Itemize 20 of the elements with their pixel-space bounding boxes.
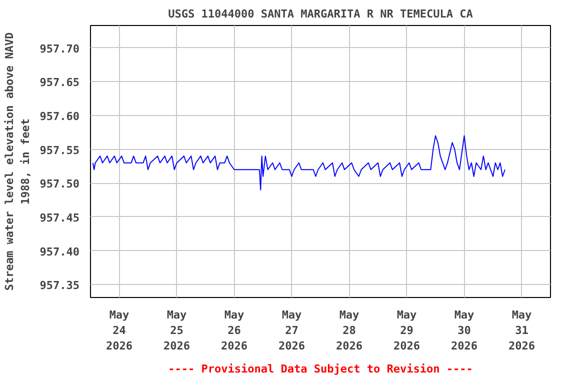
line-series bbox=[92, 135, 506, 190]
x-tick-label: May 28 2026 bbox=[336, 308, 363, 353]
y-tick-label: 957.55 bbox=[40, 144, 80, 157]
y-tick-label: 957.45 bbox=[40, 211, 80, 224]
text: ---- Provisional Data Subject to Revision ---- bbox=[168, 362, 473, 376]
y-tick-label: 957.65 bbox=[40, 76, 80, 90]
y-tick-label: 957.40 bbox=[40, 245, 80, 258]
x-tick-label: May 29 2026 bbox=[394, 308, 420, 353]
y-tick-label: 957.70 bbox=[40, 42, 80, 56]
x-tick-label: May 25 2026 bbox=[164, 308, 190, 353]
x-tick-label: May 24 2026 bbox=[106, 308, 133, 353]
x-tick-label: May 31 2026 bbox=[508, 308, 536, 353]
x-tick-label: May 30 2026 bbox=[451, 308, 478, 353]
x-tick-label: May 26 2026 bbox=[221, 308, 248, 353]
y-tick-label: 957.35 bbox=[40, 279, 80, 292]
y-axis-title: Stream water level elevation above NAVD 1988, in feet bbox=[3, 32, 32, 291]
chart-title: USGS 11044000 SANTA MARGARITA R NR TEMECULA CA bbox=[168, 8, 474, 20]
y-tick-label: 957.60 bbox=[40, 110, 80, 123]
y-tick-label: 957.50 bbox=[40, 178, 80, 191]
x-tick-label: May 27 2026 bbox=[278, 308, 306, 353]
